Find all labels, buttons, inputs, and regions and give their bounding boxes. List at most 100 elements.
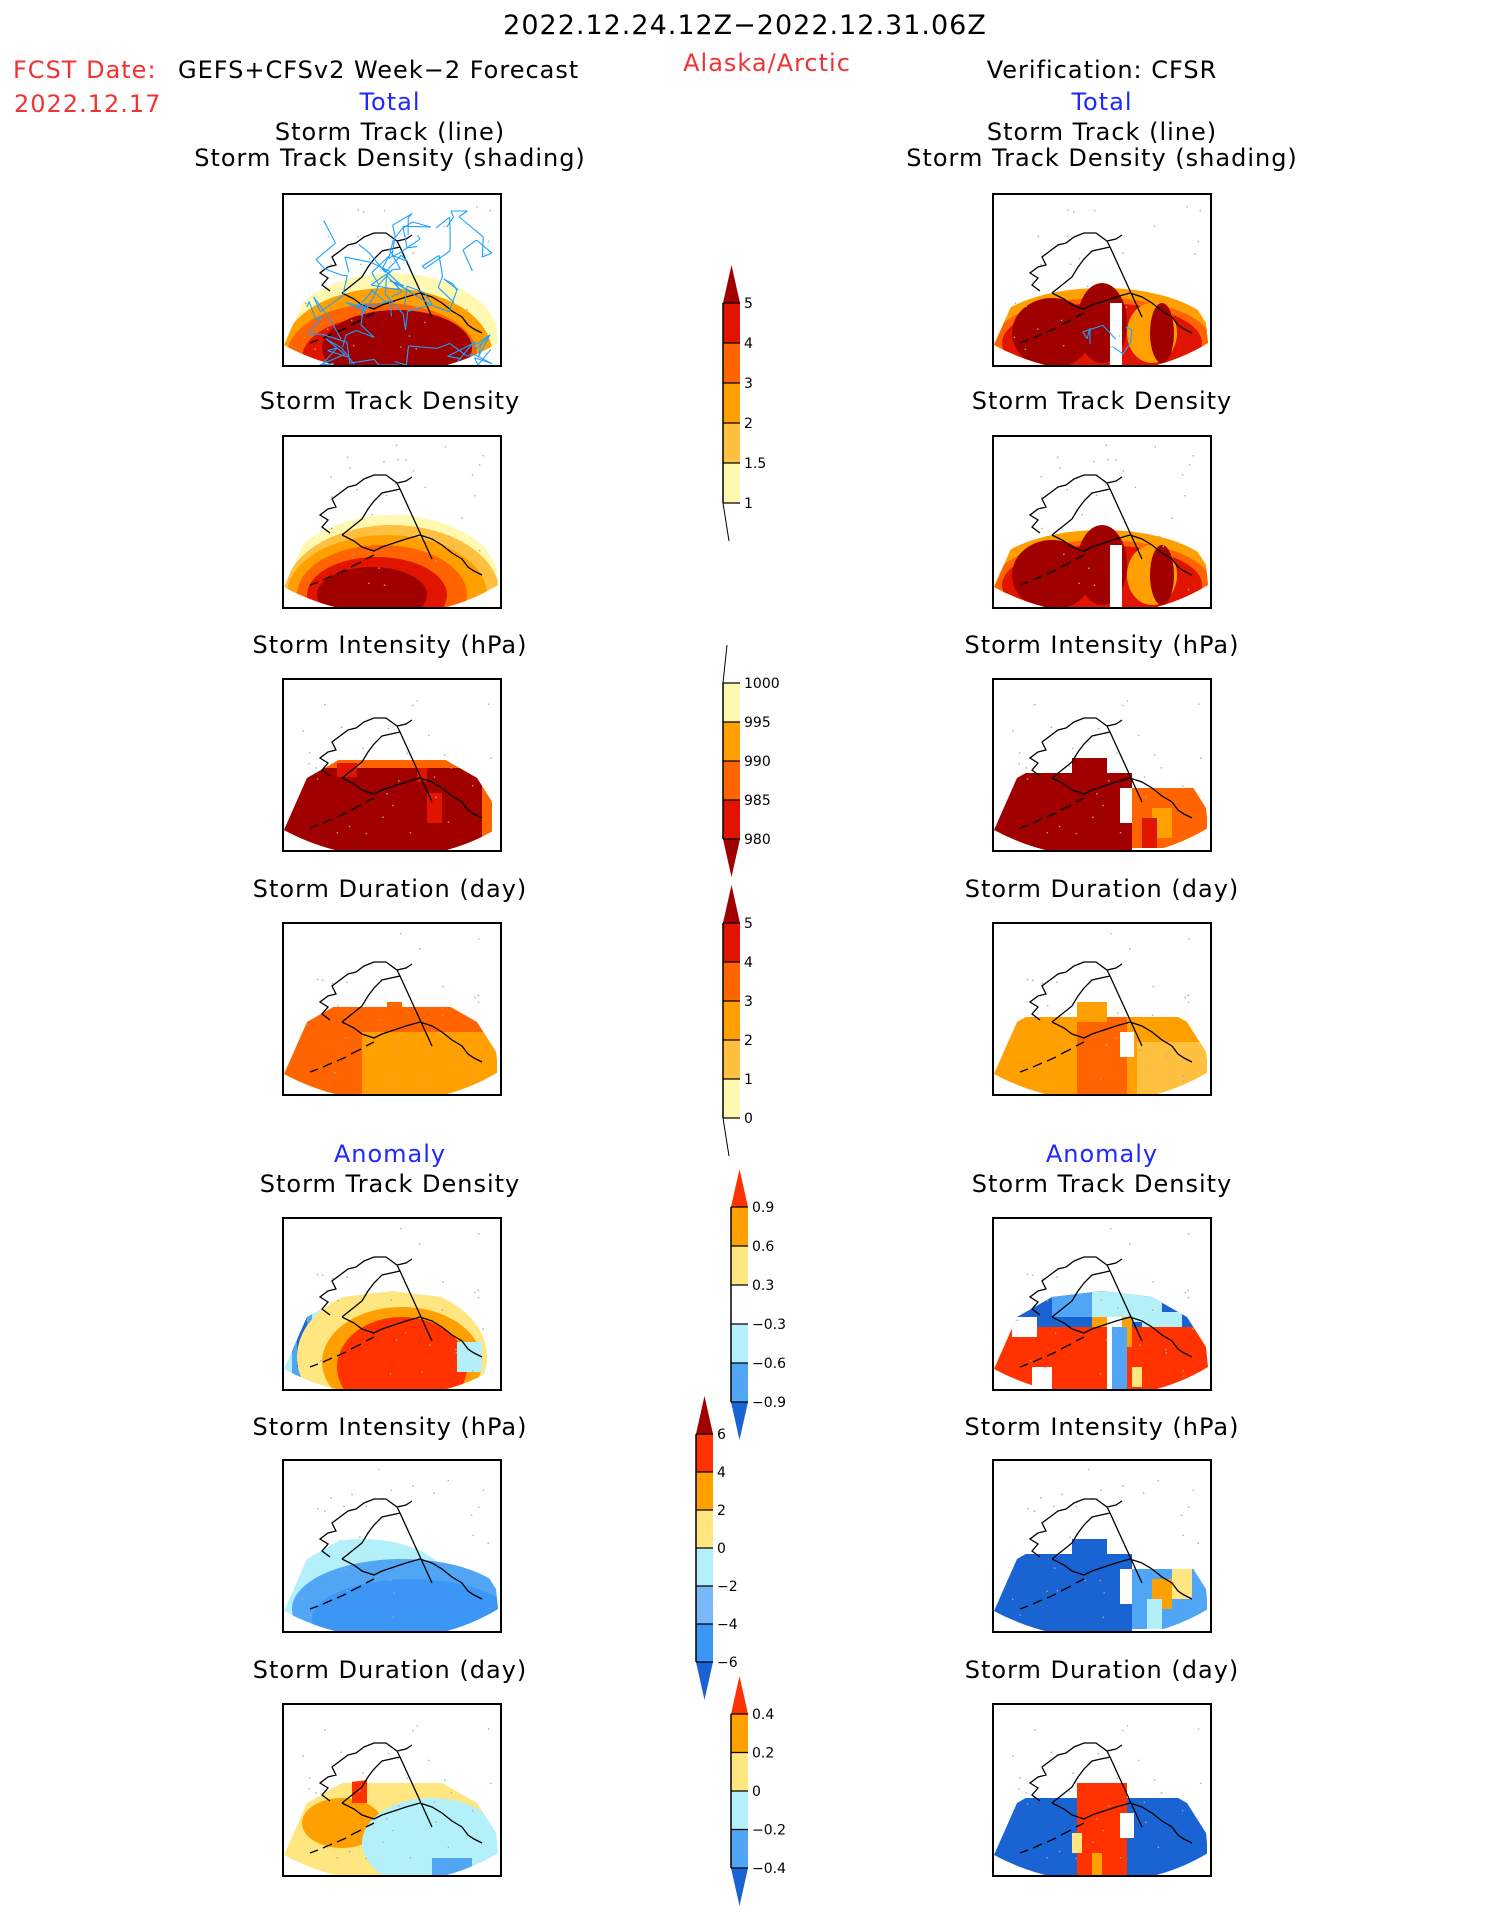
grid-dot bbox=[1186, 206, 1188, 208]
grid-dot bbox=[308, 1787, 311, 1790]
grid-dot bbox=[319, 1359, 322, 1362]
grid-dot bbox=[390, 1299, 393, 1302]
anomaly-label-left: Anomaly bbox=[333, 1140, 447, 1168]
track-segment bbox=[405, 311, 409, 331]
colorbar-tick-label: 1 bbox=[744, 496, 753, 512]
grid-dot bbox=[336, 1590, 339, 1593]
track-segment bbox=[474, 357, 493, 365]
track-segment bbox=[341, 274, 348, 277]
panel-title-intensity-left: Storm Intensity (hPa) bbox=[252, 631, 528, 659]
colorbar-tick-label: 0 bbox=[752, 1784, 761, 1800]
colorbar-segment bbox=[731, 1207, 748, 1246]
grid-dot bbox=[477, 588, 480, 591]
shading-region bbox=[302, 1798, 382, 1848]
grid-dot bbox=[1088, 1468, 1090, 1471]
grid-dot bbox=[1040, 263, 1042, 266]
grid-dot bbox=[1044, 1366, 1046, 1369]
track-segment bbox=[384, 294, 404, 314]
coastline bbox=[1019, 474, 1193, 586]
coastline bbox=[1019, 1256, 1193, 1368]
coastline bbox=[309, 1498, 483, 1610]
grid-dot bbox=[387, 727, 390, 730]
colorbar-total-duration: 5 4 3 2 1 0 bbox=[722, 885, 753, 1157]
track-segment bbox=[345, 302, 361, 310]
grid-dot bbox=[358, 1790, 361, 1792]
grid-dot bbox=[1029, 1359, 1032, 1362]
grid-dot bbox=[1119, 1856, 1122, 1859]
coastline bbox=[309, 1256, 483, 1368]
track-segment bbox=[458, 210, 468, 218]
grid-dot bbox=[1013, 336, 1016, 339]
grid-dot bbox=[301, 1598, 304, 1601]
grid-dot bbox=[1011, 1598, 1014, 1601]
grid-dot bbox=[455, 1056, 458, 1059]
shading bbox=[994, 1783, 1207, 1877]
grid-dot bbox=[365, 1505, 367, 1508]
grid-dot bbox=[470, 1514, 473, 1516]
colorbar-segment bbox=[696, 1624, 713, 1662]
shading-region bbox=[284, 768, 482, 852]
grid-dot bbox=[1165, 1056, 1168, 1059]
grid-dot bbox=[1194, 253, 1196, 255]
anomaly-label-right: Anomaly bbox=[1045, 1140, 1159, 1168]
grid-dot bbox=[1018, 1787, 1021, 1790]
grid-dot bbox=[1078, 582, 1080, 585]
grid-dot bbox=[1044, 1071, 1046, 1074]
track-segment bbox=[319, 353, 345, 366]
track-segment bbox=[475, 336, 489, 350]
colorbar-segment bbox=[731, 1829, 748, 1868]
grid-dot bbox=[1046, 1590, 1049, 1593]
grid-dot bbox=[1075, 1857, 1077, 1860]
colorbar-tick-label: 980 bbox=[744, 832, 771, 848]
colorbar-tick-label: 1.5 bbox=[744, 456, 766, 472]
track-segment bbox=[368, 252, 386, 273]
grid-dot bbox=[489, 209, 492, 212]
track-segment bbox=[412, 221, 431, 228]
grid-dot bbox=[407, 1307, 409, 1309]
grid-dot bbox=[1187, 1001, 1190, 1004]
track-segment bbox=[416, 234, 421, 240]
grid-dot bbox=[409, 1856, 412, 1859]
colorbar-segment bbox=[696, 1510, 713, 1548]
grid-dot bbox=[353, 553, 355, 556]
grid-dot bbox=[383, 209, 386, 212]
grid-dot bbox=[487, 703, 490, 705]
grid-dot bbox=[1050, 726, 1053, 728]
colorbar-tick-label: 1000 bbox=[744, 676, 780, 692]
colorbar-top-arrow bbox=[731, 1169, 748, 1207]
grid-dot bbox=[356, 235, 359, 238]
grid-dot bbox=[1181, 474, 1184, 476]
track-segment bbox=[482, 252, 493, 258]
grid-dot bbox=[303, 336, 306, 339]
grid-dot bbox=[477, 1506, 480, 1509]
shading-region bbox=[1150, 545, 1174, 605]
track-segment bbox=[344, 256, 350, 273]
map-intensity-right bbox=[992, 678, 1212, 852]
grid-dot bbox=[471, 474, 474, 476]
grid-dot bbox=[1041, 496, 1043, 498]
grid-dot bbox=[415, 306, 418, 308]
grid-dot bbox=[429, 1049, 431, 1051]
grid-dot bbox=[1153, 1779, 1156, 1781]
colorbar-segment bbox=[723, 761, 740, 800]
track-segment bbox=[481, 236, 484, 258]
grid-dot bbox=[1105, 1044, 1108, 1046]
colorbar-segment bbox=[723, 463, 740, 503]
panel-title-track-right: Storm Track Density (shading) bbox=[906, 144, 1298, 172]
colorbar-tick-label: 0.2 bbox=[752, 1746, 774, 1762]
map-aduration-left bbox=[282, 1703, 502, 1877]
panel-title-aduration-right: Storm Duration (day) bbox=[964, 1656, 1240, 1684]
grid-dot bbox=[1139, 1049, 1141, 1051]
track-segment bbox=[384, 254, 402, 273]
grid-dot bbox=[308, 762, 311, 765]
grid-dot bbox=[1134, 321, 1136, 324]
shading bbox=[284, 273, 498, 367]
storm-tracks bbox=[306, 210, 493, 366]
grid-dot bbox=[358, 765, 361, 767]
track-segment bbox=[324, 268, 342, 276]
grid-dot bbox=[1066, 488, 1068, 491]
track-segment bbox=[457, 342, 474, 362]
track-segment bbox=[1102, 324, 1117, 340]
shading-region bbox=[312, 1579, 498, 1633]
grid-dot bbox=[382, 816, 384, 819]
